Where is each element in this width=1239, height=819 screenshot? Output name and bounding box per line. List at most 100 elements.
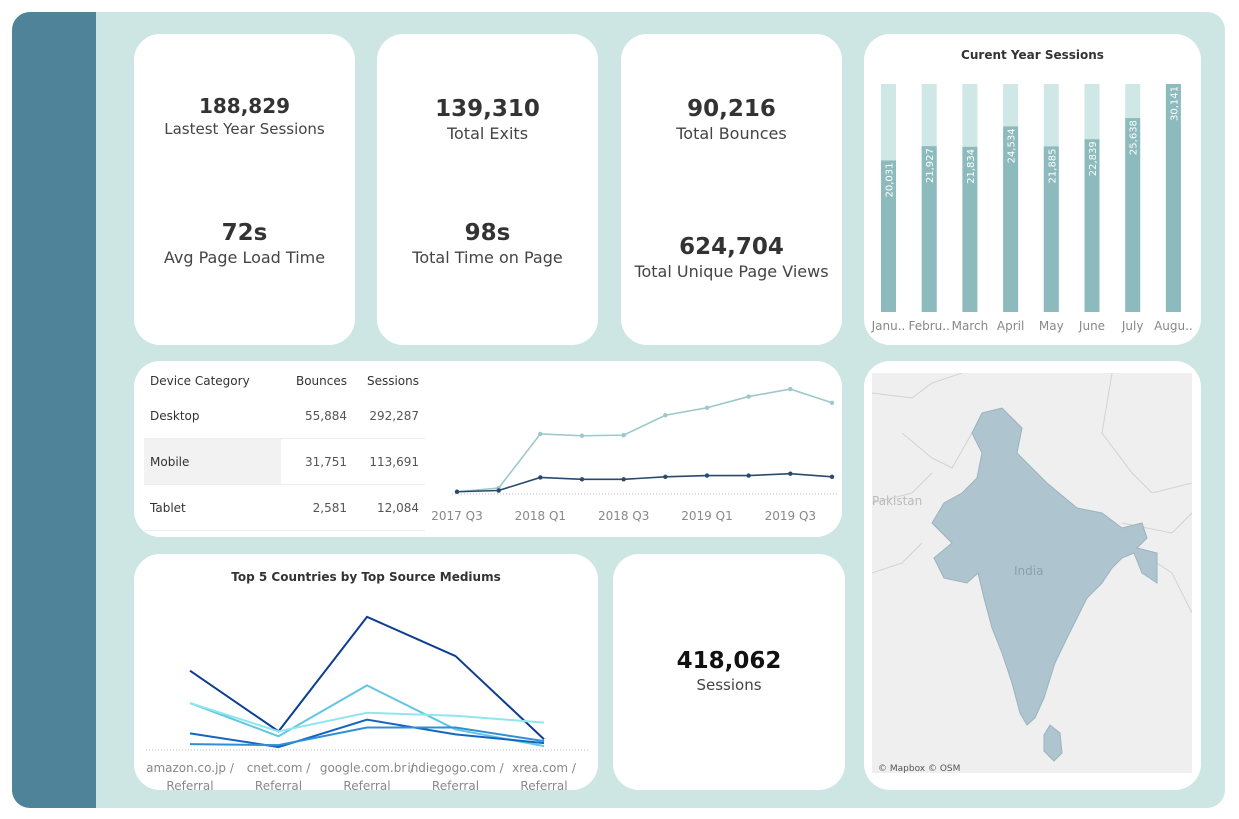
column-header: Device Category — [150, 374, 250, 388]
x-tick-label: July — [1121, 319, 1144, 333]
bounces-value: 2,581 — [281, 484, 353, 531]
x-tick-label: March — [952, 319, 989, 333]
kpi-latest-year-sessions: 188,829 Lastest Year Sessions — [134, 94, 355, 138]
x-tick-label: Referral — [520, 779, 567, 790]
kpi-label: Total Exits — [446, 124, 529, 143]
data-point — [788, 386, 793, 392]
kpi-label: Sessions — [696, 676, 762, 694]
bar-chart: 20,031 Janu.. 21,927 Febru.. 21,834 March 24,5… — [871, 84, 1193, 333]
data-point — [829, 400, 835, 405]
x-tick-label: cnet.com / — [247, 761, 312, 775]
trend-line-chart: 2017 Q3 2018 Q1 2018 Q3 2019 Q1 2019 Q3 — [431, 386, 837, 523]
dashboard-frame: 188,829 Lastest Year Sessions 72s Avg Pa… — [12, 12, 1225, 808]
x-tick-label: amazon.co.jp / — [146, 761, 235, 775]
kpi-total-exits: 139,310 Total Exits — [377, 96, 598, 143]
data-point — [496, 488, 501, 493]
device-category-table: Device Category Bounces Sessions Desktop… — [144, 369, 425, 531]
map-label-pakistan: Pakistan — [872, 494, 922, 508]
column-header: Sessions — [366, 374, 419, 388]
sessions-value: 12,084 — [353, 484, 425, 531]
kpi-label: Total Bounces — [676, 124, 787, 143]
data-point — [663, 413, 668, 418]
kpi-label: Avg Page Load Time — [163, 248, 326, 267]
data-point — [704, 405, 710, 410]
series-line — [189, 684, 545, 748]
x-tick-label: 2018 Q1 — [515, 509, 566, 523]
bar — [962, 146, 978, 312]
bar — [1043, 146, 1059, 312]
data-point — [579, 477, 585, 482]
kpi-card-exits: 139,310 Total Exits 98s Total Time on Pa… — [377, 34, 598, 345]
kpi-value: 139,310 — [435, 96, 540, 122]
kpi-value: 72s — [221, 220, 268, 246]
x-tick-label: May — [1039, 319, 1064, 333]
x-tick-label: Referral — [166, 779, 213, 790]
x-tick-label: Referral — [343, 779, 390, 790]
x-tick-label: Referral — [432, 779, 479, 790]
bounces-value: 55,884 — [281, 393, 353, 439]
top-sources-title: Top 5 Countries by Top Source Mediums — [231, 570, 501, 584]
bar-chart-card: Curent Year Sessions 20,031 Janu.. 21,927 F… — [864, 34, 1201, 345]
x-tick-label: 2019 Q1 — [681, 509, 732, 523]
kpi-label: Lastest Year Sessions — [164, 120, 325, 138]
x-tick-label: April — [997, 319, 1024, 333]
kpi-value: 624,704 — [679, 234, 784, 260]
sessions-value: 113,691 — [353, 438, 425, 485]
kpi-card-bounces: 90,216 Total Bounces 624,704 Total Uniqu… — [621, 34, 842, 345]
x-tick-label: Febru.. — [908, 319, 949, 333]
bounces-value: 31,751 — [281, 438, 353, 485]
data-point — [538, 475, 543, 480]
bar-value-label: 21,834 — [966, 149, 977, 184]
data-point — [829, 474, 835, 480]
data-point — [704, 473, 710, 478]
map-card: Pakistan India © Mapbox © OSM — [864, 361, 1201, 790]
kpi-value: 98s — [464, 220, 511, 246]
bar-value-label: 21,885 — [1047, 148, 1058, 183]
column-header: Bounces — [295, 374, 347, 388]
map-label-india: India — [1014, 564, 1043, 578]
bar — [1125, 118, 1141, 312]
device-trend-card: Device Category Bounces Sessions Desktop… — [134, 361, 842, 537]
series-line — [456, 388, 833, 493]
sidebar — [12, 12, 96, 808]
data-point — [663, 474, 668, 480]
kpi-avg-page-load: 72s Avg Page Load Time — [134, 220, 355, 267]
india-map[interactable]: Pakistan India — [872, 373, 1192, 773]
bar-value-label: 25,638 — [1129, 120, 1140, 155]
kpi-label: Total Unique Page Views — [634, 262, 829, 281]
kpi-total-time-on-page: 98s Total Time on Page — [377, 220, 598, 267]
sri-lanka-shape — [1043, 724, 1063, 762]
bar-value-label: 30,141 — [1169, 86, 1180, 121]
series-line — [189, 615, 545, 740]
bar-value-label: 20,031 — [885, 162, 896, 197]
x-tick-label: June — [1078, 319, 1105, 333]
table-row: Mobile 31,751 113,691 — [144, 438, 425, 485]
x-tick-label: 2019 Q3 — [765, 509, 816, 523]
map-borders — [872, 373, 1192, 614]
table-row: Desktop 55,884 292,287 — [144, 393, 425, 439]
kpi-label: Total Time on Page — [412, 248, 563, 267]
sessions-value: 292,287 — [353, 393, 425, 439]
kpi-sessions: 418,062 Sessions — [613, 648, 845, 694]
x-tick-label: 2018 Q3 — [598, 509, 649, 523]
bar-value-label: 24,534 — [1007, 128, 1018, 163]
kpi-total-unique-page-views: 624,704 Total Unique Page Views — [621, 234, 842, 281]
kpi-total-bounces: 90,216 Total Bounces — [621, 96, 842, 143]
series-line — [189, 702, 545, 733]
series-line — [189, 726, 545, 747]
data-point — [788, 471, 793, 476]
top-sources-card: Top 5 Countries by Top Source Mediums am… — [134, 554, 598, 790]
bar — [881, 160, 896, 312]
x-tick-label: xrea.com / — [512, 761, 577, 775]
bar — [1003, 126, 1019, 313]
data-point — [746, 473, 751, 478]
bar-chart-title: Curent Year Sessions — [961, 48, 1104, 62]
kpi-card-sessions-latest: 188,829 Lastest Year Sessions 72s Avg Pa… — [134, 34, 355, 345]
series-line — [189, 718, 545, 749]
data-point — [454, 489, 460, 494]
device-category: Tablet — [144, 484, 281, 531]
x-tick-label: indiegogo.com / — [407, 761, 504, 775]
kpi-value: 90,216 — [687, 96, 776, 122]
table-row: Tablet 2,581 12,084 — [144, 484, 425, 531]
kpi-card-sessions: 418,062 Sessions — [613, 554, 845, 790]
